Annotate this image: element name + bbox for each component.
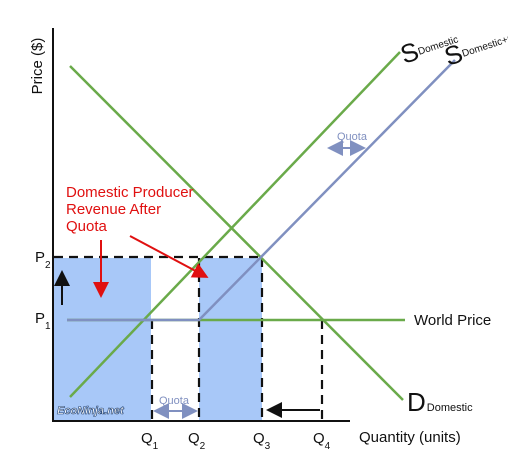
supply-domestic-curve (69, 51, 401, 398)
p1-label: P1 (35, 310, 51, 332)
q4-label: Q4 (313, 430, 331, 452)
world-price-label: World Price (414, 312, 491, 329)
q3-label: Q3 (253, 430, 271, 452)
y-axis-label: Price ($) (29, 38, 46, 95)
revenue-annotation-line1: Domestic Producer (66, 184, 194, 201)
supply-plus-quota-label: SDomestic+Quota (441, 15, 508, 72)
revenue-pointer-arrow-right (129, 235, 209, 278)
demand-curve (69, 65, 404, 401)
revenue-annotation-line3: Quota (66, 218, 108, 235)
supply-plus-quota-curve (67, 59, 456, 322)
quota-upper-label: Quota (337, 131, 368, 143)
revenue-area-right (199, 258, 262, 421)
demand-label: DDomestic (407, 387, 473, 417)
econinja-watermark: EcoNinja.net (57, 405, 125, 417)
q1-label: Q1 (141, 430, 159, 452)
quota-lower-label: Quota (159, 395, 190, 407)
dashed-guides (54, 255, 324, 421)
x-axis-label: Quantity (units) (359, 429, 461, 446)
q2-label: Q2 (188, 430, 206, 452)
p2-label: P2 (35, 249, 51, 271)
revenue-area-left (54, 258, 151, 421)
revenue-annotation-line2: Revenue After (66, 201, 161, 218)
